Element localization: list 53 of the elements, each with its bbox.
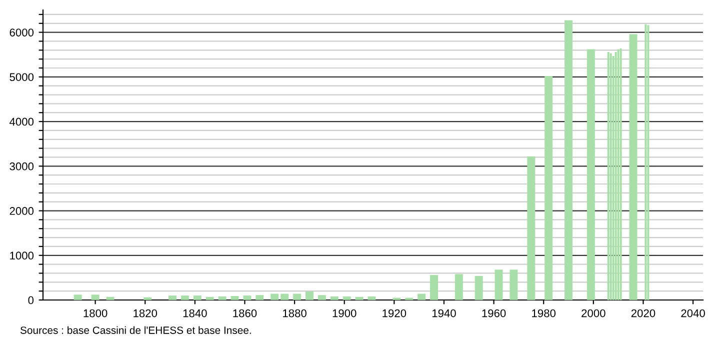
- bar: [106, 296, 114, 300]
- x-tick-label: 1800: [84, 309, 108, 318]
- bar: [280, 294, 289, 300]
- bar: [243, 296, 252, 300]
- bar: [330, 296, 338, 300]
- bar: [74, 294, 82, 300]
- bar: [144, 297, 152, 300]
- bar: [193, 296, 202, 300]
- bar: [564, 20, 572, 300]
- bar: [318, 295, 326, 300]
- bar: [256, 295, 264, 300]
- x-tick-label: 2020: [631, 309, 656, 318]
- bar: [544, 76, 553, 300]
- x-tick-label: 1860: [233, 309, 257, 318]
- bar: [474, 276, 483, 300]
- x-tick-label: 1820: [134, 309, 158, 318]
- bar: [368, 296, 376, 300]
- bar: [430, 275, 438, 300]
- bar: [218, 296, 226, 300]
- x-tick-label: 2040: [681, 309, 705, 318]
- x-tick-label: 1920: [382, 309, 406, 318]
- bar: [206, 296, 214, 300]
- bar: [510, 270, 518, 300]
- x-tick-label: 1840: [183, 309, 207, 318]
- source-note: Sources : base Cassini de l'EHESS et base Insee.: [20, 326, 251, 334]
- bar: [629, 34, 638, 300]
- x-tick-label: 1880: [283, 309, 306, 318]
- y-tick-label: 2000: [10, 207, 34, 215]
- bar: [527, 156, 536, 300]
- y-tick-label: 3000: [10, 162, 34, 170]
- x-tick-label: 1980: [532, 309, 556, 318]
- bar: [586, 49, 595, 300]
- y-tick-label: 5000: [10, 73, 34, 82]
- y-tick-label: 4000: [10, 118, 34, 126]
- x-tick-label: 1940: [432, 309, 456, 318]
- bar: [91, 294, 100, 300]
- y-tick-label: 1000: [10, 252, 34, 260]
- bar: [168, 296, 176, 300]
- bar: [180, 296, 189, 300]
- bar: [230, 296, 239, 300]
- x-tick-label: 1960: [482, 309, 506, 318]
- y-tick-label: 6000: [10, 28, 34, 36]
- bar: [418, 294, 426, 300]
- bar: [454, 274, 463, 300]
- bar: [293, 294, 302, 300]
- bar: [342, 296, 351, 300]
- bar: [306, 292, 314, 300]
- bar: [270, 294, 279, 300]
- x-tick-label: 2000: [582, 309, 606, 318]
- bar: [355, 296, 364, 300]
- y-tick-label: 0: [28, 296, 34, 304]
- x-tick-label: 1900: [332, 309, 356, 318]
- bar: [494, 270, 503, 300]
